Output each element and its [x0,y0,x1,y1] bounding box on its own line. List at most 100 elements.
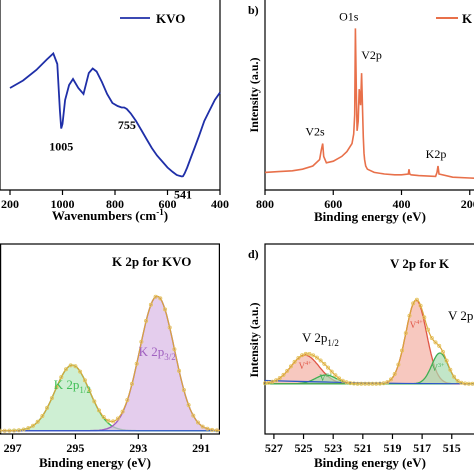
panel-d-data-marker [296,355,301,360]
panel-c-x-tick-label: 295 [66,441,84,455]
panel-b-peak-annotation: K2p [426,147,447,161]
panel-c-data-marker [87,388,92,393]
panel-c-data-marker [12,428,17,433]
panel-d-data-marker [374,381,379,386]
panel-c-title: K 2p for KVO [112,254,191,269]
panel-d-data-marker [314,355,319,360]
panel-d-data-marker [262,381,267,386]
panel-c-data-marker [35,419,40,424]
panel-d-data-marker [407,313,412,318]
panel-c-x-tick-label: 293 [129,441,147,455]
panel-b: b) 800 600 400 200 K V2s O1s V2p K2p Intensity… [247,0,474,224]
panel-d-y-axis-label: Intensity (a.u.) [247,302,261,377]
panel-d-ann1-sub: 1/2 [327,338,339,348]
panel-d-data-marker [311,353,316,358]
panel-d-data-marker [425,327,430,332]
panel-c-data-marker [21,427,26,432]
panel-d-peak-fill-4 [265,353,474,384]
panel-d-data-marker [329,369,334,374]
panel-d-data-marker [396,362,401,367]
panel-d-data-marker [355,381,360,386]
panel-c-data-marker [30,423,35,428]
panel-a: 200 1000 800 600 400 KVO 1005 755 541 Wavenumb… [0,0,229,223]
panel-d-data-marker [381,381,386,386]
panel-b-x-tick-label: 200 [461,197,474,211]
panel-c-data-marker [153,294,158,299]
panel-d-data-marker [459,380,464,385]
panel-c-data-marker [195,420,200,425]
panel-d-peak-label-4: V3+ [431,363,445,373]
panel-d-x-tick-label: 527 [265,441,283,455]
panel-c-data-marker [134,361,139,366]
panel-d-data-marker [455,378,460,383]
panel-b-frame [264,0,474,191]
panel-b-y-axis-label: Intensity (a.u.) [247,57,261,132]
panel-d-data-marker [418,303,423,308]
panel-d-data-marker [274,378,279,383]
panel-d-label: d) [248,247,259,261]
panel-d-data-marker [414,297,419,302]
panel-d-frame [264,243,474,435]
panel-c-data-marker [200,424,205,429]
panel-c-data-marker [101,414,106,419]
panel-d-data-marker [318,358,323,363]
panel-c-peak-fill-1 [0,365,220,431]
panel-d-data-marker [325,365,330,370]
panel-b-peak-annotation: V2p [361,48,382,62]
panel-d-data-marker [359,381,364,386]
panel-c-data-marker [68,363,73,368]
panel-d-data-marker [444,358,449,363]
panel-c-peak-fill-2 [0,296,220,431]
panel-d-data-marker [411,301,416,306]
panel-c-data-marker [214,428,219,433]
panel-d-ann1-main: V 2p [302,330,327,345]
panel-d-data-marker [370,381,375,386]
panel-c-data-marker [92,399,97,404]
panel-d-x-tick-label: 523 [324,441,342,455]
panel-c-data-marker [139,339,144,344]
panel-c-data-marker [40,413,45,418]
panel-d-data-marker [344,380,349,385]
panel-b-x-tick-label: 800 [256,197,274,211]
panel-c-data-marker [45,405,50,410]
panel-d-data-marker [348,381,353,386]
panel-d-data-marker [366,381,371,386]
panel-d-data-marker [288,364,293,369]
panel-c-peak-label-k2p1-2: K 2p1/2 [54,377,91,395]
panel-c-data-marker [172,347,177,352]
panel-d-data-marker [333,373,338,378]
panel-d-data-marker [322,361,327,366]
panel-c-data-marker [82,378,87,383]
panel-c-data-marker [167,325,172,330]
panel-b-peak-annotation: O1s [339,9,359,23]
panel-d-title: V 2p for K [390,256,450,271]
panel-c-data-marker [162,307,167,312]
panel-c-data-marker [148,302,153,307]
panel-a-kvo-series-line [9,51,221,178]
panel-c-peak-label-k2p3-2: K 2p3/2 [139,344,176,362]
panel-c-data-marker [120,409,125,414]
panel-d-data-marker [470,381,474,386]
panel-b-x-axis-label: Binding energy (eV) [314,209,426,224]
panel-d-data-marker [451,374,456,379]
panel-d-peak-label-2: V3+ [319,373,333,383]
panel-c-data-marker [205,426,210,431]
panel-a-peak-annotation: 755 [118,118,136,132]
panel-d-data-marker [466,381,471,386]
panel-d-data-marker [292,359,297,364]
panel-d-data-marker [300,353,305,358]
panel-c-data-marker [210,427,215,432]
panel-d-data-marker [400,348,405,353]
panel-c-data-marker [0,428,2,433]
panel-a-x-tick-label: 200 [1,197,19,211]
panel-b-peak-annotation: V2s [305,125,325,139]
panel-a-x-axis-label: Wavenumbers (cm-1) [52,207,168,223]
panel-d-x-tick-label: 525 [295,441,313,455]
panel-a-x-tick-label: 800 [106,197,124,211]
panel-c-data-marker [186,402,191,407]
panel-d-data-marker [340,378,345,383]
panel-a-x-tick-label: 600 [159,197,177,211]
panel-d-data-marker [266,380,271,385]
panel-a-peak-annotation: 541 [174,188,192,202]
panel-c-data-marker [54,385,59,390]
